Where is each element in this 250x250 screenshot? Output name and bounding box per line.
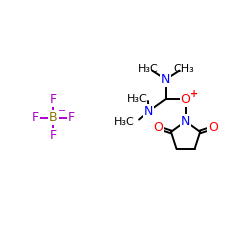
Text: O: O xyxy=(208,121,218,134)
Text: F: F xyxy=(68,111,75,124)
Text: CH₃: CH₃ xyxy=(173,64,194,74)
Text: +: + xyxy=(190,88,198,99)
Text: H₃C: H₃C xyxy=(126,94,147,104)
Text: F: F xyxy=(32,111,39,124)
Text: H₃C: H₃C xyxy=(138,64,158,74)
Text: O: O xyxy=(181,92,190,106)
Text: N: N xyxy=(181,115,190,128)
Text: F: F xyxy=(50,129,57,142)
Text: F: F xyxy=(50,93,57,106)
Text: N: N xyxy=(161,73,170,86)
Text: H₃C: H₃C xyxy=(114,117,135,127)
Text: O: O xyxy=(153,121,163,134)
Text: N: N xyxy=(144,105,153,118)
Text: −: − xyxy=(58,106,66,116)
Text: B: B xyxy=(49,111,58,124)
